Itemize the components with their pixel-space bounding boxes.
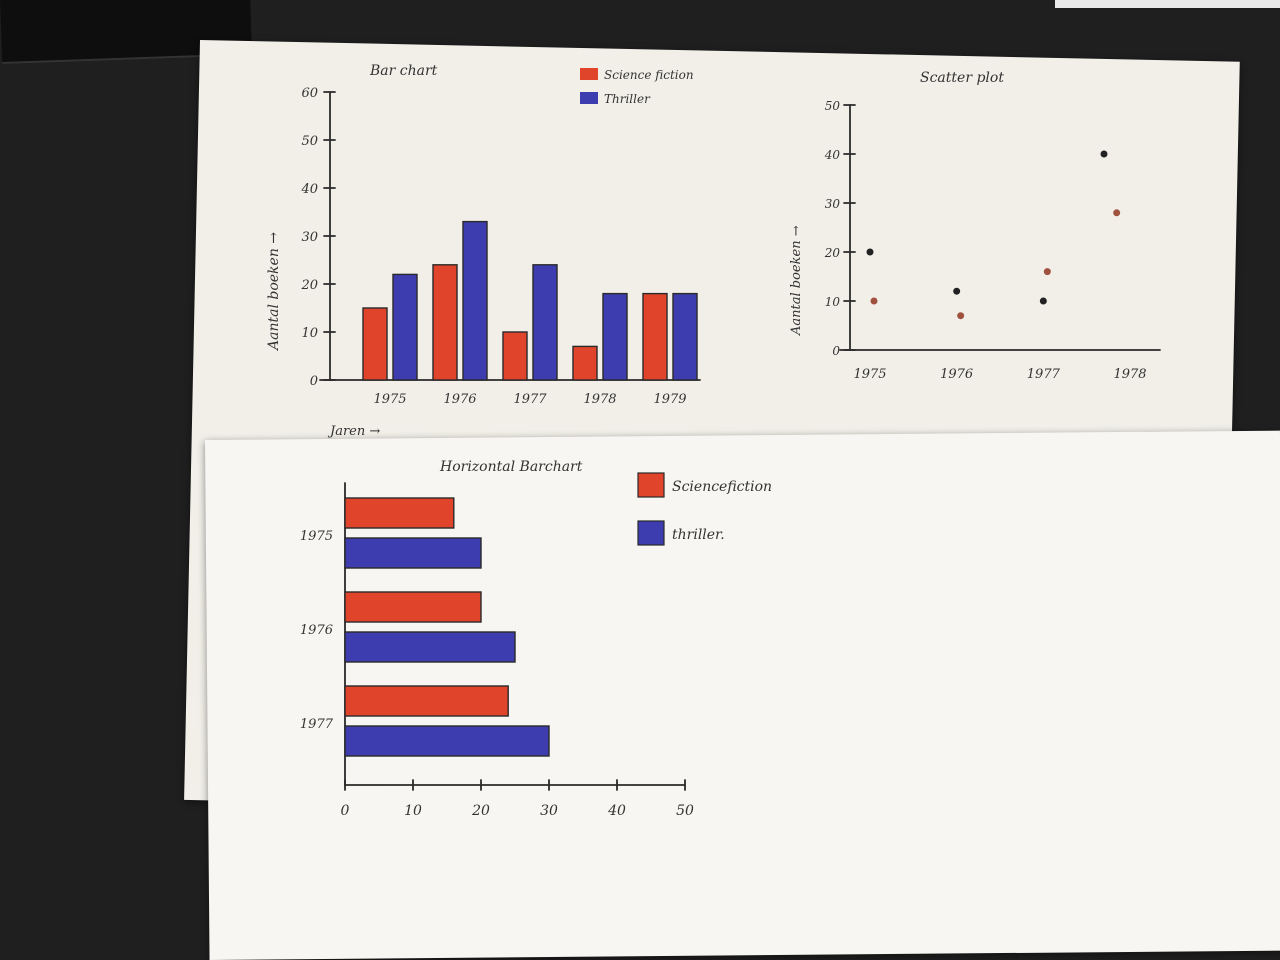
bar-chart-bar xyxy=(432,264,458,381)
bar-chart-y-axis-label: Aantal boeken → xyxy=(266,232,282,352)
horizontal-bar-chart-title: Horizontal Barchart xyxy=(439,459,583,475)
bar-chart-legend: Science fiction Thriller xyxy=(580,68,694,106)
scatter-plot-x-tick-label: 1977 xyxy=(1027,367,1061,382)
horizontal-bar-chart-x-tick-label: 20 xyxy=(471,803,490,819)
scatter-plot-point xyxy=(866,248,874,256)
bar-chart-x-tick-label: 1977 xyxy=(513,392,547,407)
horizontal-bar-chart-bar xyxy=(344,591,482,623)
bar-chart-bar xyxy=(532,264,558,381)
scatter-plot-point xyxy=(957,312,965,320)
horizontal-bar-chart-x-tick-label: 40 xyxy=(607,803,626,819)
scatter-plot-y-axis-label: Aantal boeken → xyxy=(789,225,804,336)
bar-chart-bar xyxy=(572,345,598,381)
bar-chart-y-tick-label: 50 xyxy=(301,134,318,149)
bar-chart-legend-swatch xyxy=(580,92,598,104)
scatter-plot-point xyxy=(1043,268,1051,276)
bar-chart-legend-label: Science fiction xyxy=(604,68,694,82)
bar-chart-x-tick-label: 1975 xyxy=(373,392,406,407)
scatter-plot-y-tick-label: 40 xyxy=(824,148,841,162)
bar-chart-y-tick-label: 0 xyxy=(310,374,318,389)
scatter-plot: Scatter plot 0 10 20 30 40 50 1975 1976 1977 1978… xyxy=(789,70,1161,382)
bar-chart-bar xyxy=(462,220,488,381)
bar-chart-bar xyxy=(392,273,418,381)
bar-chart-bar xyxy=(362,307,388,381)
scatter-plot-point xyxy=(953,287,961,295)
scatter-plot-y-tick-label: 30 xyxy=(825,197,841,211)
bar-chart-x-axis-label: Jaren → xyxy=(327,424,380,439)
bar-chart-y-tick-label: 60 xyxy=(301,86,318,101)
bar-chart-bar xyxy=(602,292,628,381)
bar-chart-bar xyxy=(642,292,668,381)
bar-chart-y-tick-label: 10 xyxy=(301,326,318,341)
bar-chart-y-tick-label: 40 xyxy=(300,182,318,197)
horizontal-bar-chart-y-tick-label: 1975 xyxy=(300,529,333,544)
horizontal-bar-chart-bar xyxy=(344,685,509,717)
bar-chart-y-tick-label: 30 xyxy=(301,230,318,245)
scatter-plot-y-tick-label: 10 xyxy=(825,295,841,309)
horizontal-bar-chart-y-tick-label: 1976 xyxy=(300,623,333,638)
scatter-plot-y-tick-label: 50 xyxy=(825,99,841,113)
bar-chart: Bar chart Science fiction Thriller 0 10 20 3… xyxy=(266,63,701,439)
bar-chart-y-tick-label: 20 xyxy=(300,278,318,293)
horizontal-bar-chart-x-tick-label: 10 xyxy=(404,803,422,819)
horizontal-bar-chart-legend-label: Sciencefiction xyxy=(672,479,772,495)
bar-chart-legend-swatch xyxy=(580,68,598,80)
bar-chart-bar xyxy=(502,331,528,381)
scatter-plot-x-tick-label: 1978 xyxy=(1113,367,1146,382)
bar-chart-legend-label: Thriller xyxy=(604,92,651,106)
horizontal-bar-chart-bar xyxy=(344,497,455,529)
horizontal-bar-chart-x-tick-label: 50 xyxy=(676,803,694,819)
horizontal-bar-chart-x-tick-label: 0 xyxy=(341,803,350,819)
bar-chart-plot-area: 0 10 20 30 40 50 60 1975 1976 1977 1978 1979 xyxy=(300,86,701,407)
horizontal-bar-chart-legend-swatch xyxy=(637,472,665,498)
horizontal-bar-chart-legend-swatch xyxy=(637,520,665,546)
scatter-plot-area: 0 10 20 30 40 50 1975 1976 1977 1978 xyxy=(824,99,1161,382)
horizontal-bar-chart-bar xyxy=(344,631,516,663)
scatter-plot-y-tick-label: 0 xyxy=(832,344,840,358)
horizontal-bar-chart-plot-area: 0 10 20 30 40 50 1975 1976 1977 xyxy=(300,482,694,819)
scatter-plot-point xyxy=(1039,297,1047,305)
scatter-plot-x-tick-label: 1975 xyxy=(853,367,886,382)
bar-chart-x-tick-label: 1976 xyxy=(443,392,476,407)
horizontal-bar-chart-x-tick-label: 30 xyxy=(540,803,558,819)
scatter-plot-y-tick-label: 20 xyxy=(824,246,841,260)
bar-chart-title: Bar chart xyxy=(369,63,438,79)
horizontal-bar-chart-bar xyxy=(344,537,482,569)
horizontal-bar-chart-legend: Sciencefiction thriller. xyxy=(637,472,772,546)
horizontal-bar-chart: Horizontal Barchart Sciencefiction thrill… xyxy=(300,459,772,819)
scatter-plot-title: Scatter plot xyxy=(920,70,1004,86)
scatter-plot-x-tick-label: 1976 xyxy=(940,367,973,382)
bar-chart-bar xyxy=(672,292,698,381)
bar-chart-x-tick-label: 1979 xyxy=(653,392,686,407)
scatter-plot-point xyxy=(870,297,878,305)
scatter-plot-point xyxy=(1100,150,1108,158)
bar-chart-x-tick-label: 1978 xyxy=(583,392,616,407)
horizontal-bar-chart-legend-label: thriller. xyxy=(672,527,725,543)
horizontal-bar-chart-y-tick-label: 1977 xyxy=(300,717,334,732)
background-paper-scrap xyxy=(1055,0,1280,8)
scatter-plot-point xyxy=(1113,209,1121,217)
horizontal-bar-chart-bar xyxy=(344,725,550,757)
